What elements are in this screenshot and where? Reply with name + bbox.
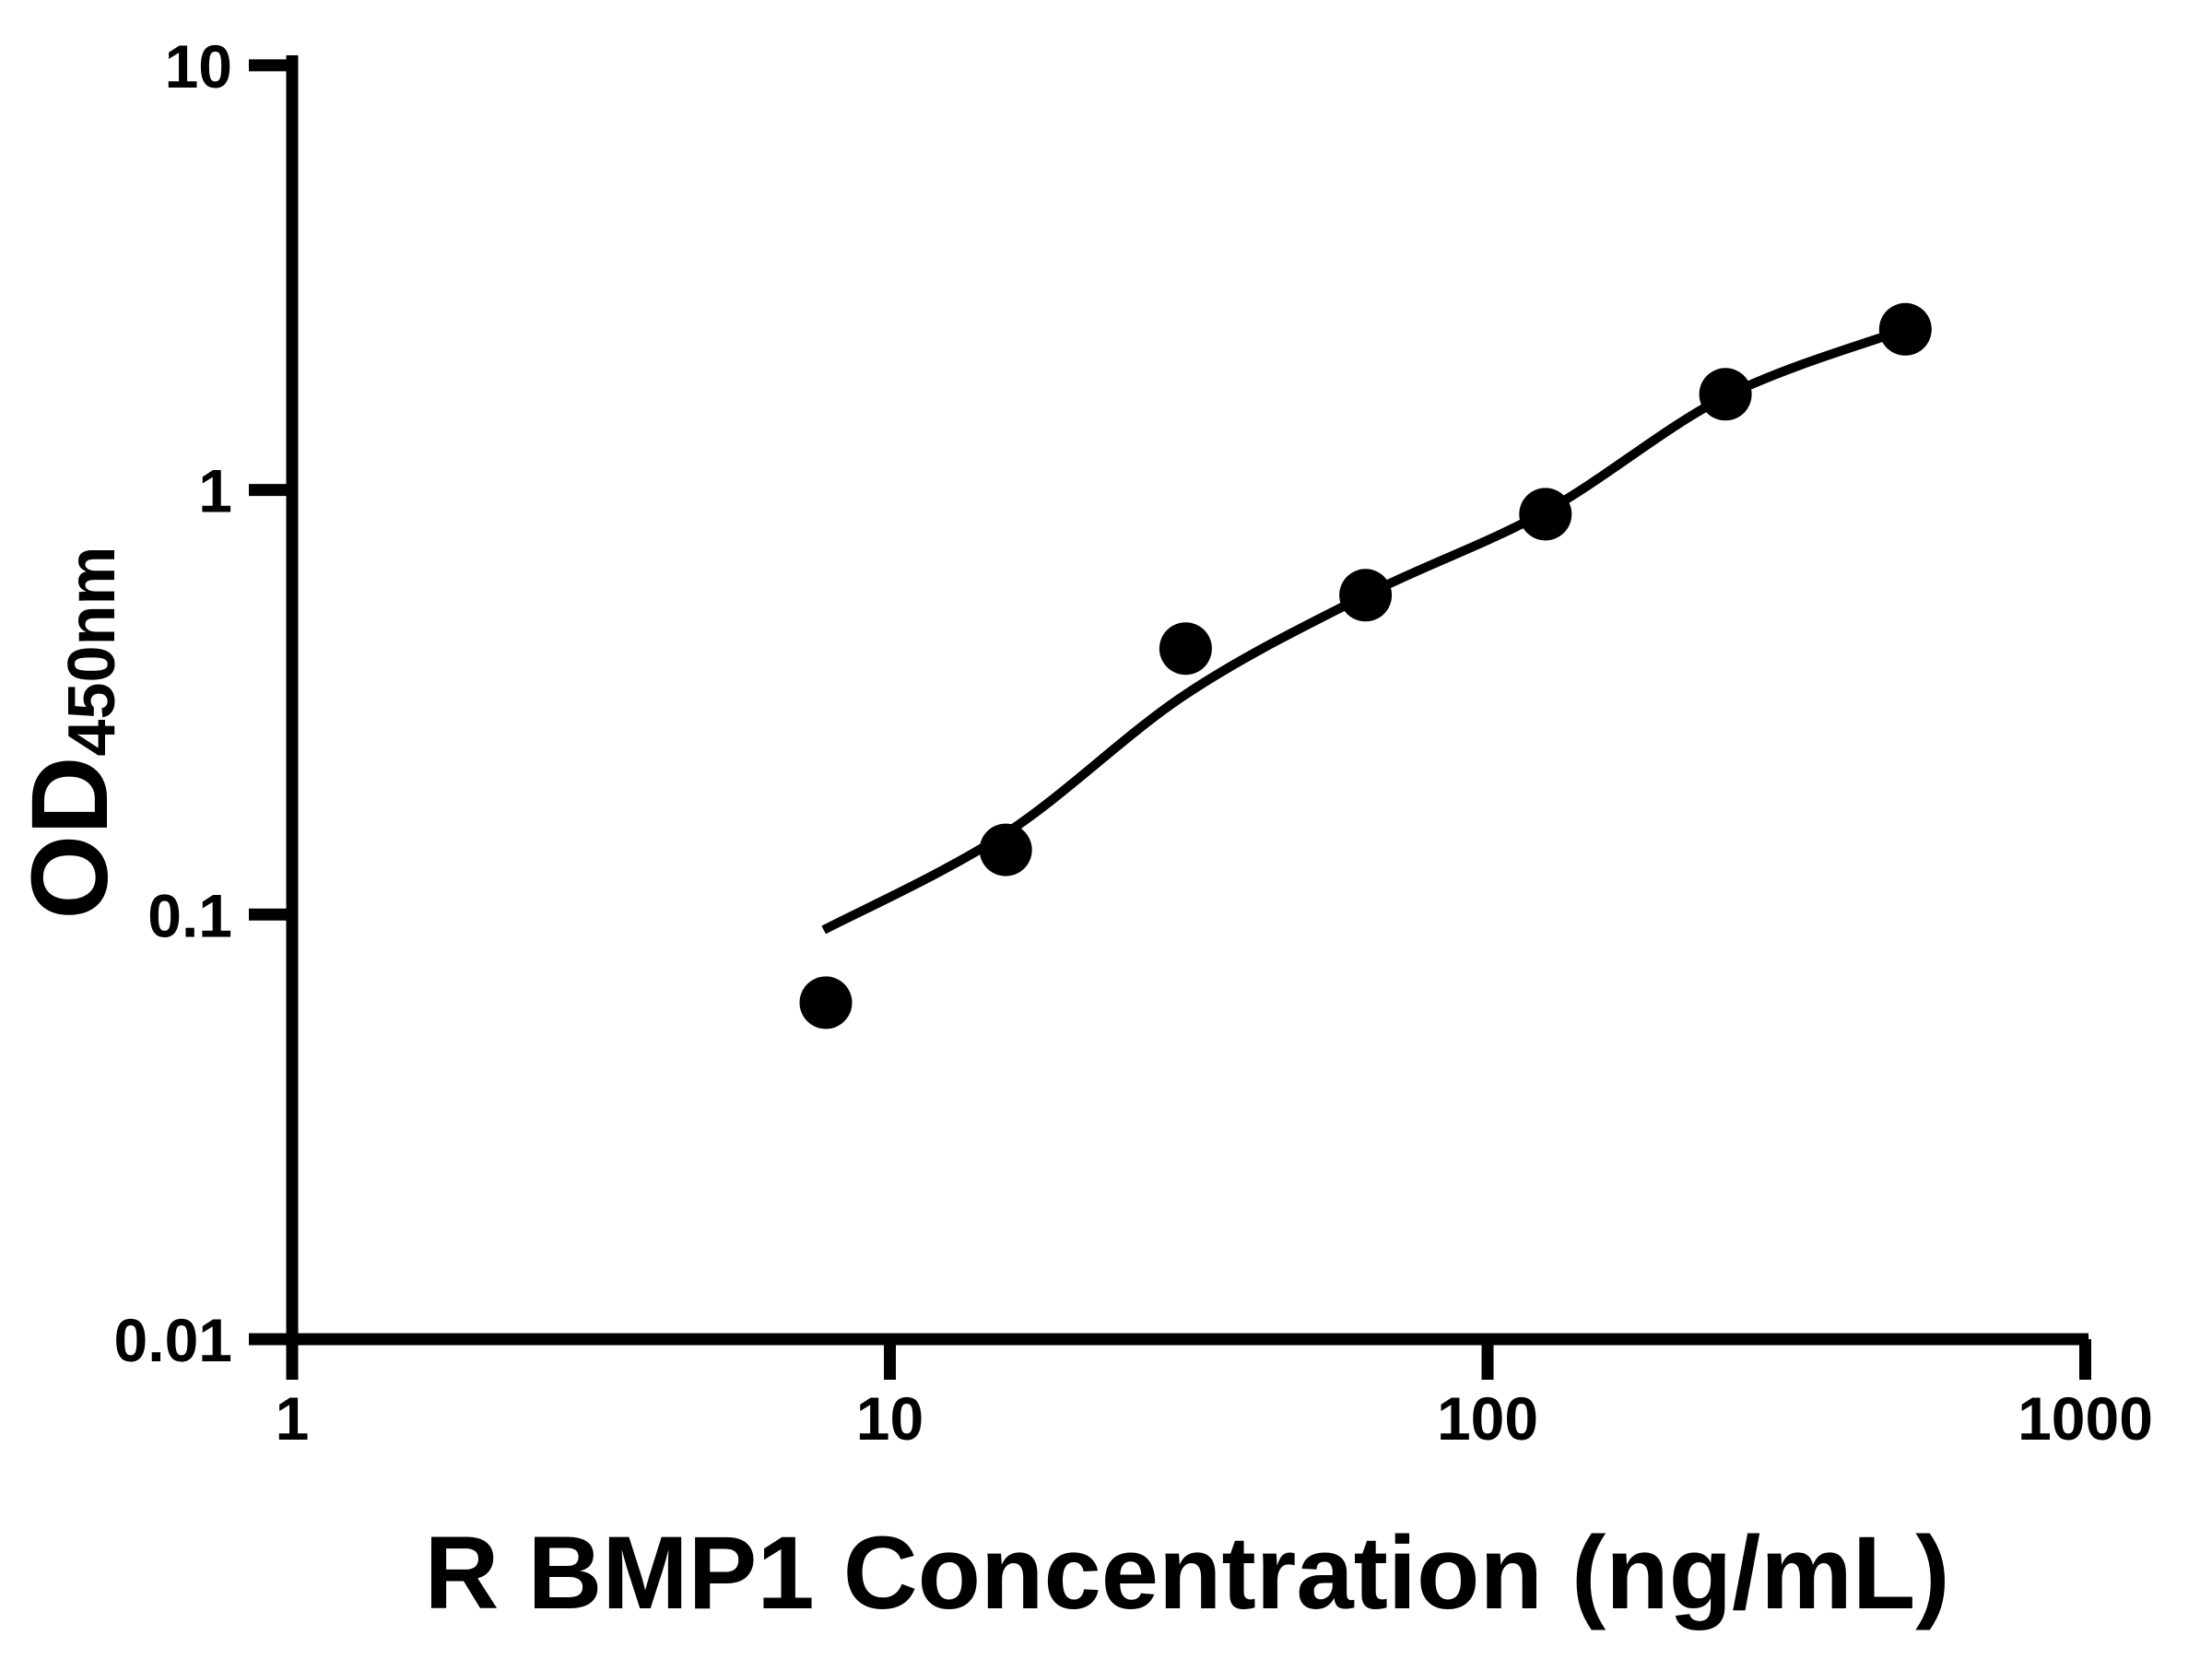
data-point [1339, 569, 1393, 622]
data-point [1519, 488, 1572, 541]
y-tick-label: 0.01 [114, 1306, 232, 1374]
x-tick-label: 1 [276, 1384, 310, 1453]
y-axis-title: OD450nm [9, 546, 131, 919]
x-axis-ticks: 1 10 100 1000 [276, 1339, 2153, 1453]
y-axis-title-main: OD [9, 757, 131, 920]
data-point [1159, 622, 1212, 676]
y-tick-label: 0.1 [147, 881, 232, 949]
y-tick-label: 10 [165, 32, 232, 100]
data-point [979, 823, 1032, 877]
x-tick-label: 1000 [2018, 1384, 2153, 1453]
y-axis-ticks: 10 1 0.1 0.01 [114, 32, 292, 1374]
x-tick-label: 100 [1437, 1384, 1538, 1453]
y-axis-title-sub: 450nm [55, 546, 129, 756]
x-axis-title: R BMP1 Concentration (ng/mL) [424, 1515, 1949, 1630]
data-point [1699, 368, 1752, 421]
data-points [799, 302, 1932, 1030]
x-tick-label: 10 [856, 1384, 924, 1453]
data-point [799, 976, 853, 1030]
data-point [1878, 302, 1932, 356]
y-tick-label: 1 [198, 457, 232, 525]
